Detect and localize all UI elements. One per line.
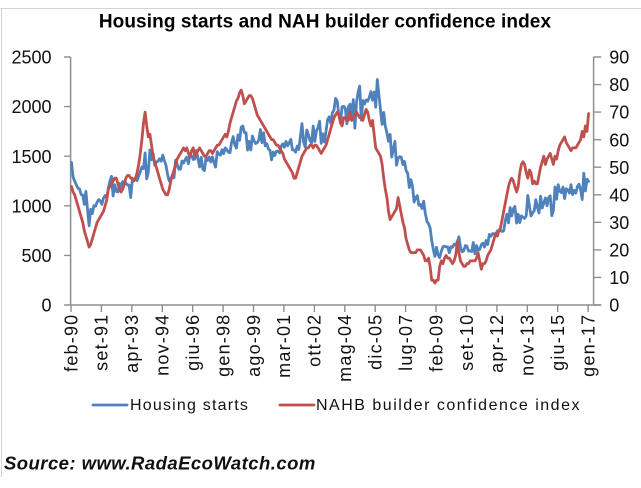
svg-text:set-91: set-91 [92, 314, 112, 371]
svg-text:500: 500 [21, 246, 51, 266]
svg-text:gen-17: gen-17 [578, 314, 598, 377]
svg-text:apr-93: apr-93 [122, 314, 142, 373]
svg-text:dic-05: dic-05 [366, 314, 386, 370]
svg-text:2500: 2500 [11, 48, 51, 68]
svg-text:mag-04: mag-04 [335, 314, 355, 382]
svg-text:2000: 2000 [11, 97, 51, 117]
svg-text:20: 20 [609, 241, 629, 261]
svg-text:80: 80 [609, 75, 629, 95]
svg-text:lug-07: lug-07 [396, 314, 416, 371]
svg-text:Source: www.RadaEcoWatch.com: Source: www.RadaEcoWatch.com [4, 453, 316, 474]
svg-text:1000: 1000 [11, 196, 51, 216]
svg-text:giu-15: giu-15 [548, 314, 568, 371]
svg-text:40: 40 [609, 185, 629, 205]
svg-text:70: 70 [609, 103, 629, 123]
svg-text:ott-02: ott-02 [305, 314, 325, 367]
svg-text:apr-12: apr-12 [487, 314, 507, 373]
svg-text:1500: 1500 [11, 147, 51, 167]
svg-text:0: 0 [609, 296, 619, 316]
svg-text:0: 0 [41, 296, 51, 316]
svg-text:ago-99: ago-99 [244, 314, 264, 377]
svg-text:feb-90: feb-90 [61, 314, 81, 372]
svg-text:NAHB builder confidence index: NAHB builder confidence index [316, 397, 581, 414]
svg-text:30: 30 [609, 213, 629, 233]
svg-text:Housing starts and NAH builder: Housing starts and NAH builder confidenc… [99, 11, 552, 32]
svg-text:gen-98: gen-98 [213, 314, 233, 377]
svg-text:nov-13: nov-13 [518, 314, 538, 376]
svg-text:50: 50 [609, 158, 629, 178]
svg-text:giu-96: giu-96 [183, 314, 203, 371]
svg-text:feb-09: feb-09 [426, 314, 446, 372]
svg-text:mar-01: mar-01 [274, 314, 294, 378]
svg-text:90: 90 [609, 48, 629, 68]
svg-text:set-10: set-10 [457, 314, 477, 371]
svg-text:Housing starts: Housing starts [130, 397, 249, 414]
svg-text:nov-94: nov-94 [153, 314, 173, 376]
svg-text:60: 60 [609, 130, 629, 150]
svg-text:10: 10 [609, 268, 629, 288]
